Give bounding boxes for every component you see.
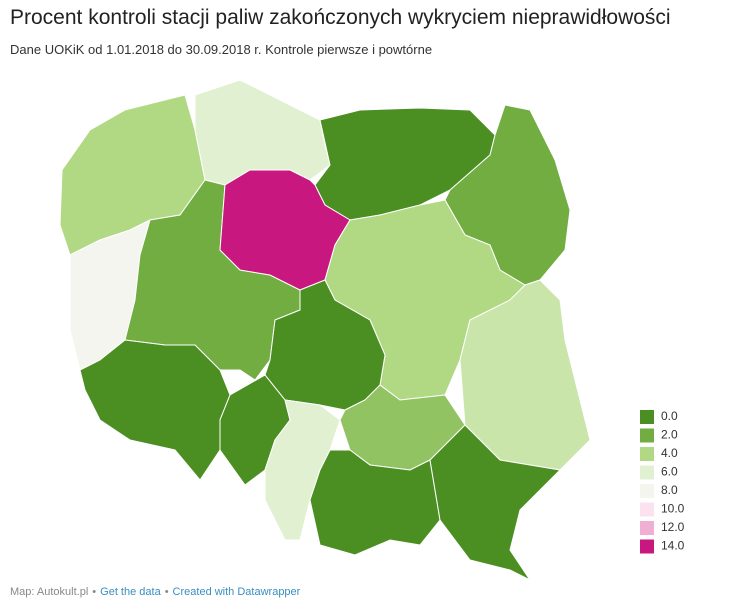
- title: Procent kontroli stacji paliw zakończony…: [10, 6, 671, 29]
- legend-label: 10.0: [661, 502, 685, 516]
- legend-label: 2.0: [661, 428, 678, 442]
- legend-swatch: [640, 502, 654, 517]
- map: 0.0 2.0 4.0 6.0 8.0 10.0 12.0 14.0: [59, 79, 685, 580]
- legend-label: 8.0: [661, 483, 678, 497]
- legend-label: 14.0: [661, 539, 685, 553]
- region: [309, 449, 441, 556]
- footer: Map: Autokult.pl • Get the data • Created wi…: [10, 586, 300, 598]
- legend-swatch: [640, 465, 654, 480]
- legend-swatch: [640, 484, 654, 498]
- subtitle: Dane UOKiK od 1.01.2018 do 30.09.2018 r.…: [10, 42, 433, 57]
- legend-label: 0.0: [661, 409, 678, 423]
- legend-label: 4.0: [661, 446, 678, 460]
- footer-link[interactable]: Created with Datawrapper: [172, 586, 301, 598]
- legend-swatch: [640, 539, 654, 554]
- legend-swatch: [640, 447, 654, 461]
- legend-label: 12.0: [661, 520, 685, 534]
- region: [429, 424, 562, 580]
- footer-link[interactable]: Get the data: [100, 586, 161, 598]
- legend-swatch: [640, 410, 654, 424]
- legend-swatch: [640, 428, 654, 443]
- region: [194, 79, 331, 186]
- source: Map: Autokult.pl: [10, 586, 89, 598]
- separator: •: [164, 586, 169, 598]
- region: [79, 339, 231, 481]
- separator: •: [92, 586, 97, 598]
- legend-label: 6.0: [661, 465, 678, 479]
- legend-swatch: [640, 521, 654, 535]
